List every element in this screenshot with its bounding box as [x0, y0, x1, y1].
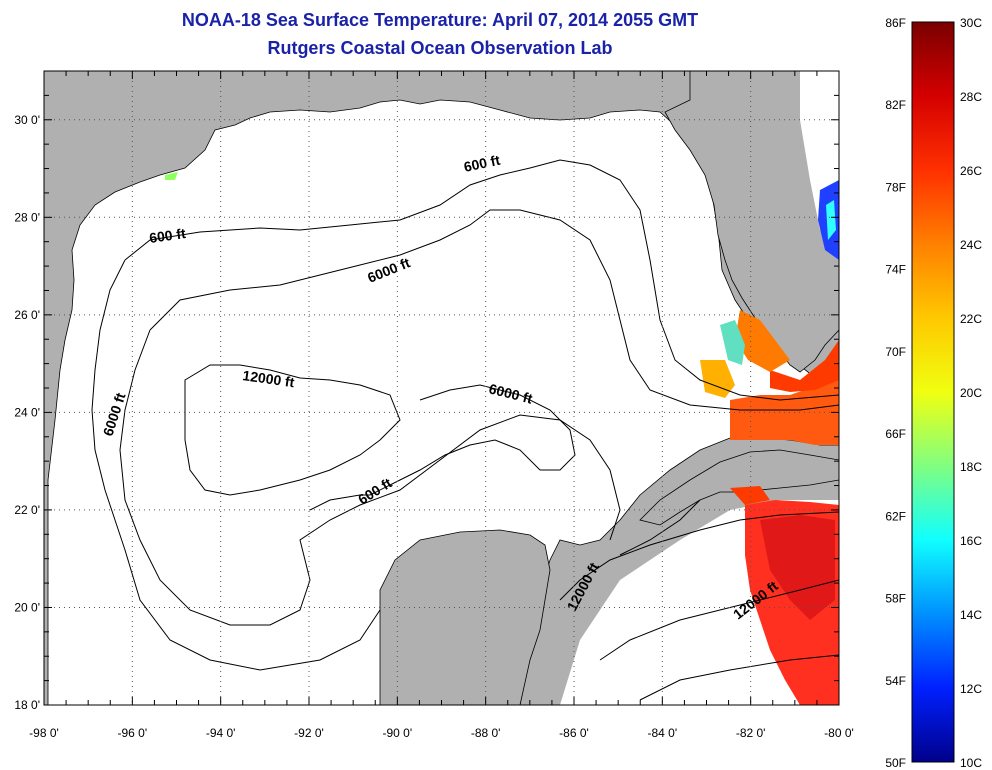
lat-tick-label: 18 0' — [14, 698, 40, 712]
colorbar-c-label: 16C — [960, 534, 982, 548]
lat-tick-label: 26 0' — [14, 308, 40, 322]
colorbar-c-label: 28C — [960, 90, 982, 104]
florida-land — [664, 71, 839, 373]
sst-data-patches — [165, 172, 839, 705]
chart-subtitle: Rutgers Coastal Ocean Observation Lab — [267, 38, 613, 58]
lon-tick-label: -80 0' — [824, 726, 854, 740]
bathymetry-contours — [91, 159, 839, 701]
contour-label: 600 ft — [462, 152, 501, 175]
colorbar-f-label: 86F — [885, 16, 906, 30]
lon-tick-label: -82 0' — [736, 726, 766, 740]
lat-tick-label: 22 0' — [14, 503, 40, 517]
colorbar-f-label: 66F — [885, 427, 906, 441]
lon-tick-label: -92 0' — [294, 726, 324, 740]
gulf-water — [47, 99, 839, 705]
lon-tick-label: -94 0' — [206, 726, 236, 740]
colorbar-f-label: 82F — [885, 98, 906, 112]
lon-tick-label: -88 0' — [471, 726, 501, 740]
lon-tick-label: -98 0' — [29, 726, 59, 740]
lon-tick-label: -90 0' — [383, 726, 413, 740]
colorbar-labels: 86F 82F 78F 74F 70F 66F 62F 58F 54F 50F 30C 28C 26C 2… — [885, 16, 982, 770]
colorbar-c-label: 22C — [960, 312, 982, 326]
colorbar-c-label: 18C — [960, 460, 982, 474]
colorbar-c-label: 10C — [960, 756, 982, 770]
colorbar-c-label: 30C — [960, 16, 982, 30]
colorbar-c-label: 12C — [960, 682, 982, 696]
colorbar-f-label: 78F — [885, 180, 906, 194]
colorbar-f-label: 62F — [885, 509, 906, 523]
chart-title: NOAA-18 Sea Surface Temperature: April 0… — [181, 10, 699, 30]
colorbar-f-label: 54F — [885, 674, 906, 688]
colorbar-c-label: 14C — [960, 608, 982, 622]
lat-tick-label: 30 0' — [14, 113, 40, 127]
lat-tick-label: 24 0' — [14, 405, 40, 419]
contour-label: 12000 ft — [242, 367, 296, 390]
lon-tick-label: -84 0' — [648, 726, 678, 740]
gridlines — [44, 71, 839, 705]
colorbar-c-label: 24C — [960, 238, 982, 252]
lat-tick-label: 20 0' — [14, 600, 40, 614]
yucatan-land — [379, 529, 551, 705]
axis-tick-labels: -98 0' -96 0' -94 0' -92 0' -90 0' -88 0' -86 … — [14, 113, 853, 740]
colorbar-f-label: 50F — [885, 756, 906, 770]
contour-label: 600 ft — [148, 225, 187, 246]
colorbar-f-label: 58F — [885, 592, 906, 606]
lat-tick-label: 28 0' — [14, 210, 40, 224]
colorbar-f-label: 70F — [885, 345, 906, 359]
colorbar-c-label: 26C — [960, 164, 982, 178]
colorbar-c-label: 20C — [960, 386, 982, 400]
colorbar — [911, 21, 955, 763]
colorbar-f-label: 74F — [885, 263, 906, 277]
lon-tick-label: -86 0' — [559, 726, 589, 740]
axis-ticks — [43, 70, 840, 706]
lon-tick-label: -96 0' — [118, 726, 148, 740]
